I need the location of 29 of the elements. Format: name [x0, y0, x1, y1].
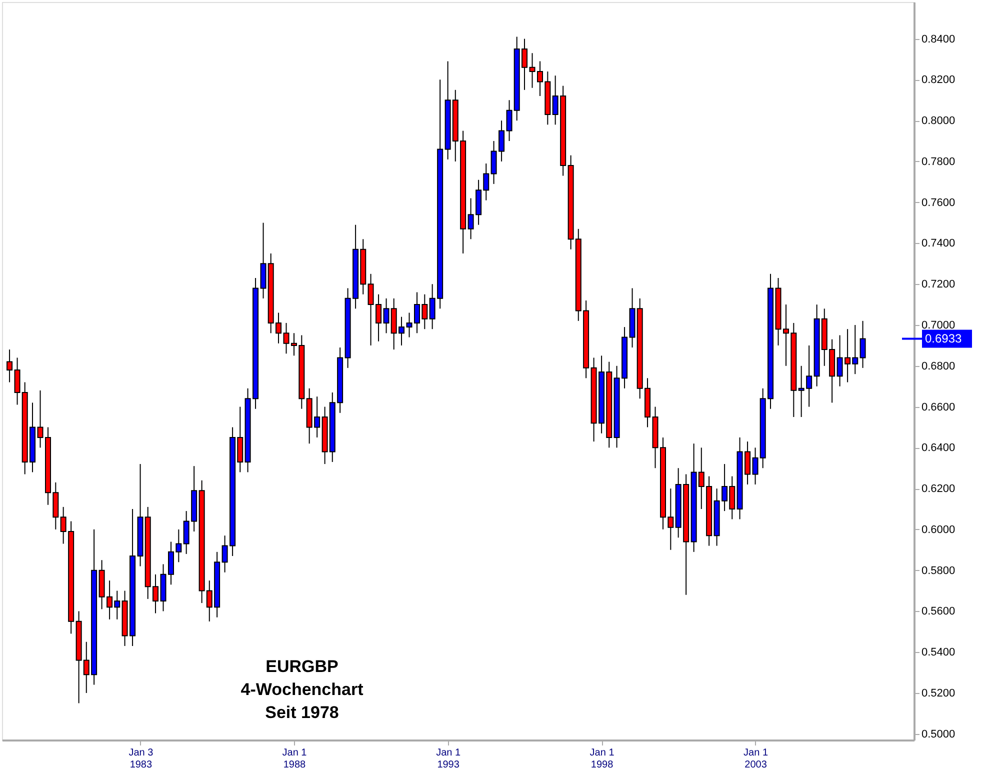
y-tick-label: 0.8200 [922, 74, 956, 86]
y-tick-label: 0.8400 [922, 33, 956, 46]
candlestick [860, 320, 866, 368]
candlestick [6, 349, 13, 383]
y-tick-label: 0.6200 [922, 483, 956, 496]
y-tick-label: 0.7800 [922, 156, 956, 168]
x-tick-label: Jan 1 1988 [282, 748, 308, 770]
ref-line-label: 0.6933 [925, 332, 962, 346]
y-tick-label: 0.5200 [922, 687, 956, 700]
x-tick-label: Jan 1 1993 [436, 748, 461, 770]
y-tick-label: 0.5400 [922, 646, 956, 659]
annotation: Seit 1978 [265, 703, 339, 722]
y-tick-label: 0.7000 [922, 320, 956, 332]
annotation: EURGBP [266, 657, 338, 676]
y-tick-label: 0.5000 [922, 728, 956, 740]
y-tick-label: 0.7400 [922, 238, 956, 250]
y-tick-label: 0.6800 [922, 360, 956, 372]
y-tick-label: 0.6600 [922, 401, 956, 414]
annotation: 4-Wochenchart [240, 680, 364, 699]
x-tick-label: Jan 3 1983 [128, 748, 154, 770]
x-tick-label: Jan 1 2003 [744, 748, 768, 770]
y-tick-label: 0.8000 [922, 115, 956, 128]
y-tick-label: 0.7200 [922, 278, 956, 291]
y-tick-label: 0.6400 [922, 442, 956, 454]
x-tick-label: Jan 1 1998 [590, 748, 615, 770]
y-tick-label: 0.7600 [922, 196, 956, 209]
y-tick-label: 0.6000 [922, 524, 956, 536]
y-tick-label: 0.5800 [922, 564, 956, 577]
y-tick-label: 0.5600 [922, 606, 956, 618]
